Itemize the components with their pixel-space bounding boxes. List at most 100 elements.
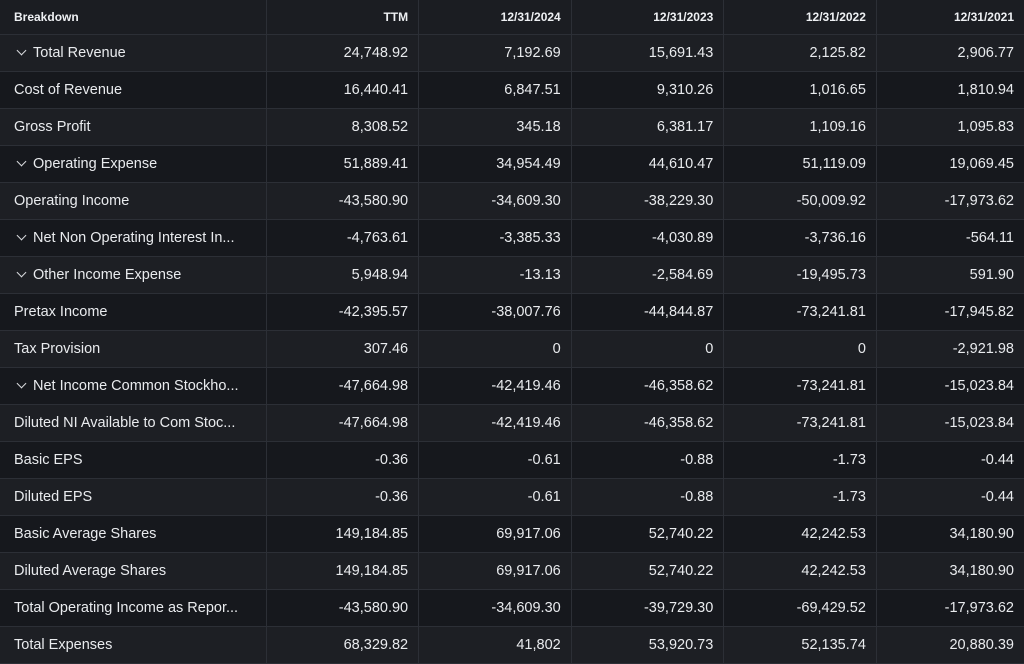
row-label: Basic Average Shares	[14, 526, 157, 542]
value-cell: 345.18	[418, 108, 572, 146]
value-cell: 68,329.82	[266, 626, 420, 664]
value-cell: -4,763.61	[266, 219, 420, 257]
row-label: Operating Expense	[33, 156, 158, 172]
value-cell: 5,948.94	[266, 256, 420, 294]
value-cell: -17,945.82	[876, 293, 1024, 331]
value-cell: -42,419.46	[418, 367, 572, 405]
row-label-cell[interactable]: Net Non Operating Interest In...	[0, 219, 267, 257]
value-cell: 9,310.26	[571, 71, 725, 109]
value-cell: 2,906.77	[876, 34, 1024, 72]
row-label-cell: Total Expenses	[0, 626, 267, 664]
value-cell: -42,419.46	[418, 404, 572, 442]
value-cell: -73,241.81	[723, 293, 877, 331]
value-cell: -42,395.57	[266, 293, 420, 331]
table-row: Cost of Revenue 16,440.41 6,847.51 9,310.26…	[0, 71, 1024, 109]
value-cell: 52,740.22	[571, 515, 725, 553]
value-cell: 52,135.74	[723, 626, 877, 664]
row-label: Total Revenue	[33, 45, 126, 61]
value-cell: 24,748.92	[266, 34, 420, 72]
header-row: Breakdown TTM 12/31/2024 12/31/2023 12/3…	[0, 0, 1024, 35]
value-cell: -1.73	[723, 478, 877, 516]
table-row[interactable]: Net Income Common Stockho... -47,664.98 -4…	[0, 367, 1024, 405]
value-cell: 34,180.90	[876, 515, 1024, 553]
table-row[interactable]: Operating Expense 51,889.41 34,954.49 44,61…	[0, 145, 1024, 183]
value-cell: -15,023.84	[876, 404, 1024, 442]
chevron-down-icon[interactable]	[16, 45, 27, 56]
row-label-cell[interactable]: Total Revenue	[0, 34, 267, 72]
value-cell: -2,584.69	[571, 256, 725, 294]
column-header-2023: 12/31/2023	[571, 0, 725, 35]
value-cell: -34,609.30	[418, 589, 572, 627]
column-header-ttm: TTM	[266, 0, 420, 35]
table-row: Diluted Average Shares 149,184.85 69,917.0…	[0, 552, 1024, 590]
row-label-cell: Diluted EPS	[0, 478, 267, 516]
row-label-cell: Gross Profit	[0, 108, 267, 146]
column-header-2024: 12/31/2024	[418, 0, 572, 35]
row-label: Basic EPS	[14, 452, 83, 468]
row-label-cell: Diluted NI Available to Com Stoc...	[0, 404, 267, 442]
value-cell: -0.44	[876, 478, 1024, 516]
row-label-cell[interactable]: Net Income Common Stockho...	[0, 367, 267, 405]
value-cell: -38,229.30	[571, 182, 725, 220]
row-label: Total Expenses	[14, 637, 113, 653]
value-cell: -0.36	[266, 441, 420, 479]
table-row[interactable]: Total Revenue 24,748.92 7,192.69 15,691.43 2…	[0, 34, 1024, 72]
value-cell: -0.61	[418, 478, 572, 516]
value-cell: 34,180.90	[876, 552, 1024, 590]
value-cell: 53,920.73	[571, 626, 725, 664]
value-cell: -38,007.76	[418, 293, 572, 331]
value-cell: -73,241.81	[723, 367, 877, 405]
row-label-cell: Tax Provision	[0, 330, 267, 368]
value-cell: 1,109.16	[723, 108, 877, 146]
chevron-down-icon[interactable]	[16, 156, 27, 167]
value-cell: -17,973.62	[876, 182, 1024, 220]
table-row[interactable]: Other Income Expense 5,948.94 -13.13 -2,584…	[0, 256, 1024, 294]
row-label-cell: Basic EPS	[0, 441, 267, 479]
value-cell: 591.90	[876, 256, 1024, 294]
value-cell: -43,580.90	[266, 589, 420, 627]
value-cell: -0.88	[571, 478, 725, 516]
table-row[interactable]: Net Non Operating Interest In... -4,763.6…	[0, 219, 1024, 257]
value-cell: 20,880.39	[876, 626, 1024, 664]
value-cell: 42,242.53	[723, 515, 877, 553]
value-cell: -0.61	[418, 441, 572, 479]
row-label: Pretax Income	[14, 304, 108, 320]
value-cell: -47,664.98	[266, 367, 420, 405]
value-cell: 149,184.85	[266, 515, 420, 553]
value-cell: -13.13	[418, 256, 572, 294]
value-cell: 41,802	[418, 626, 572, 664]
table-row: Total Operating Income as Repor... -43,58…	[0, 589, 1024, 627]
value-cell: 7,192.69	[418, 34, 572, 72]
value-cell: -39,729.30	[571, 589, 725, 627]
row-label: Tax Provision	[14, 341, 101, 357]
row-label: Operating Income	[14, 193, 130, 209]
value-cell: -3,385.33	[418, 219, 572, 257]
value-cell: -19,495.73	[723, 256, 877, 294]
value-cell: 0	[571, 330, 725, 368]
row-label-cell: Cost of Revenue	[0, 71, 267, 109]
value-cell: 6,847.51	[418, 71, 572, 109]
row-label-cell[interactable]: Operating Expense	[0, 145, 267, 183]
value-cell: 69,917.06	[418, 552, 572, 590]
row-label-cell[interactable]: Other Income Expense	[0, 256, 267, 294]
value-cell: 34,954.49	[418, 145, 572, 183]
value-cell: 1,016.65	[723, 71, 877, 109]
chevron-down-icon[interactable]	[16, 267, 27, 278]
row-label: Diluted NI Available to Com Stoc...	[14, 415, 236, 431]
row-label: Total Operating Income as Repor...	[14, 600, 239, 616]
value-cell: 307.46	[266, 330, 420, 368]
value-cell: 1,095.83	[876, 108, 1024, 146]
breakdown-header: Breakdown	[0, 0, 267, 35]
value-cell: -43,580.90	[266, 182, 420, 220]
table-row: Basic Average Shares 149,184.85 69,917.06 5…	[0, 515, 1024, 553]
value-cell: -73,241.81	[723, 404, 877, 442]
table-row: Total Expenses 68,329.82 41,802 53,920.73 52…	[0, 626, 1024, 664]
chevron-down-icon[interactable]	[16, 378, 27, 389]
row-label: Diluted EPS	[14, 489, 93, 505]
value-cell: 8,308.52	[266, 108, 420, 146]
value-cell: 6,381.17	[571, 108, 725, 146]
chevron-down-icon[interactable]	[16, 230, 27, 241]
value-cell: 0	[723, 330, 877, 368]
table-row: Pretax Income -42,395.57 -38,007.76 -44,844…	[0, 293, 1024, 331]
